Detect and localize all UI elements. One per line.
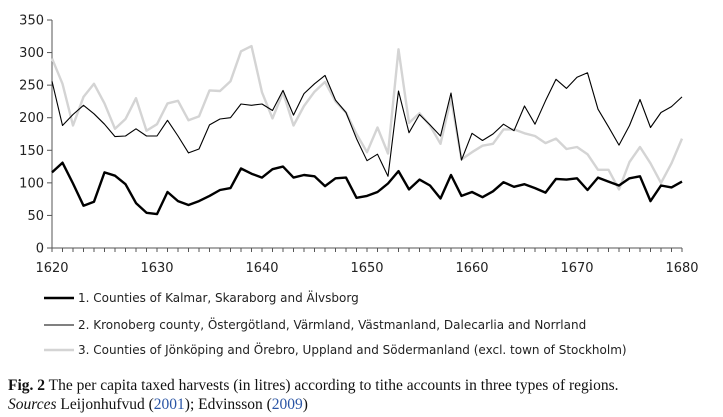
series-line-1 [51,161,683,216]
sources-mid: ); Edvinsson ( [184,396,272,413]
chart: 0 50 100 150 200 250 300 350 1620 1630 1640 1650 166… [19,14,698,358]
sources-author1: Leijonhufvud ( [60,396,154,413]
ref-link-2001[interactable]: 2001 [153,396,185,413]
y-tick-label: 200 [19,111,44,126]
y-tick-label: 100 [19,176,44,191]
x-tick-label: 1640 [245,261,278,276]
x-tick-label: 1670 [560,261,593,276]
y-tick-label: 50 [27,209,44,224]
y-tick-label: 300 [19,46,44,61]
sources-label: Sources [8,396,57,413]
figure-label: Fig. 2 [8,377,46,394]
series-line-2 [51,72,683,177]
legend: 1. Counties of Kalmar, Skaraborg and Älv… [44,290,627,357]
x-tick-label: 1680 [665,261,698,276]
sources-end: ) [302,396,308,413]
series-line-3 [50,44,684,191]
y-tick-label: 350 [19,14,44,29]
axes: 0 50 100 150 200 250 300 350 1620 1630 1640 1650 166… [19,14,698,277]
legend-label-3: 3. Counties of Jönköping and Örebro, Upp… [78,341,627,357]
x-tick-label: 1630 [140,261,173,276]
x-tick-label: 1660 [455,261,488,276]
legend-label-2: 2. Kronoberg county, Östergötland, Värml… [78,316,586,332]
x-tick-label: 1650 [350,261,383,276]
y-tick-label: 250 [19,79,44,94]
legend-label-1: 1. Counties of Kalmar, Skaraborg and Älv… [78,290,359,305]
caption-text: The per capita taxed harvests (in litres… [48,377,619,394]
ref-link-2009[interactable]: 2009 [271,396,303,413]
y-tick-label: 0 [36,242,44,257]
figure-caption: Fig. 2 The per capita taxed harvests (in… [8,376,720,414]
y-tick-label: 150 [19,144,44,159]
x-tick-label: 1620 [35,261,68,276]
series-lines [50,44,684,216]
